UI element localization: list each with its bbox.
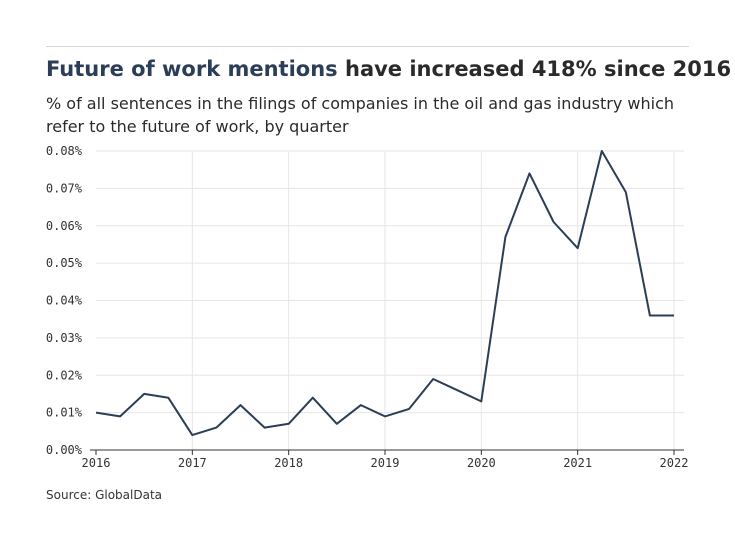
y-tick-label: 0.07% [46, 181, 83, 195]
y-tick-label: 0.03% [46, 331, 83, 345]
x-tick-label: 2022 [660, 456, 689, 470]
x-tick-label: 2021 [563, 456, 592, 470]
y-tick-label: 0.00% [46, 443, 83, 457]
y-tick-label: 0.08% [46, 144, 83, 158]
series-line [95, 150, 674, 437]
x-tick-label: 2020 [467, 456, 496, 470]
chart-subtitle: % of all sentences in the filings of com… [46, 94, 674, 136]
y-tick-label: 0.01% [46, 406, 83, 420]
title-rest: have increased 418% since 2016 [337, 57, 732, 81]
x-tick-label: 2016 [82, 456, 111, 470]
y-tick-label: 0.02% [46, 368, 83, 382]
chart-title: Future of work mentions have increased 4… [46, 57, 731, 81]
source-note: Source: GlobalData [46, 488, 163, 502]
x-tick-label: 2017 [178, 456, 207, 470]
y-tick-label: 0.06% [46, 219, 83, 233]
y-tick-label: 0.04% [46, 294, 83, 308]
top-divider [46, 46, 689, 47]
x-tick-label: 2019 [371, 456, 400, 470]
x-tick-label: 2018 [274, 456, 303, 470]
y-tick-label: 0.05% [46, 256, 83, 270]
title-highlight: Future of work mentions [46, 57, 338, 81]
